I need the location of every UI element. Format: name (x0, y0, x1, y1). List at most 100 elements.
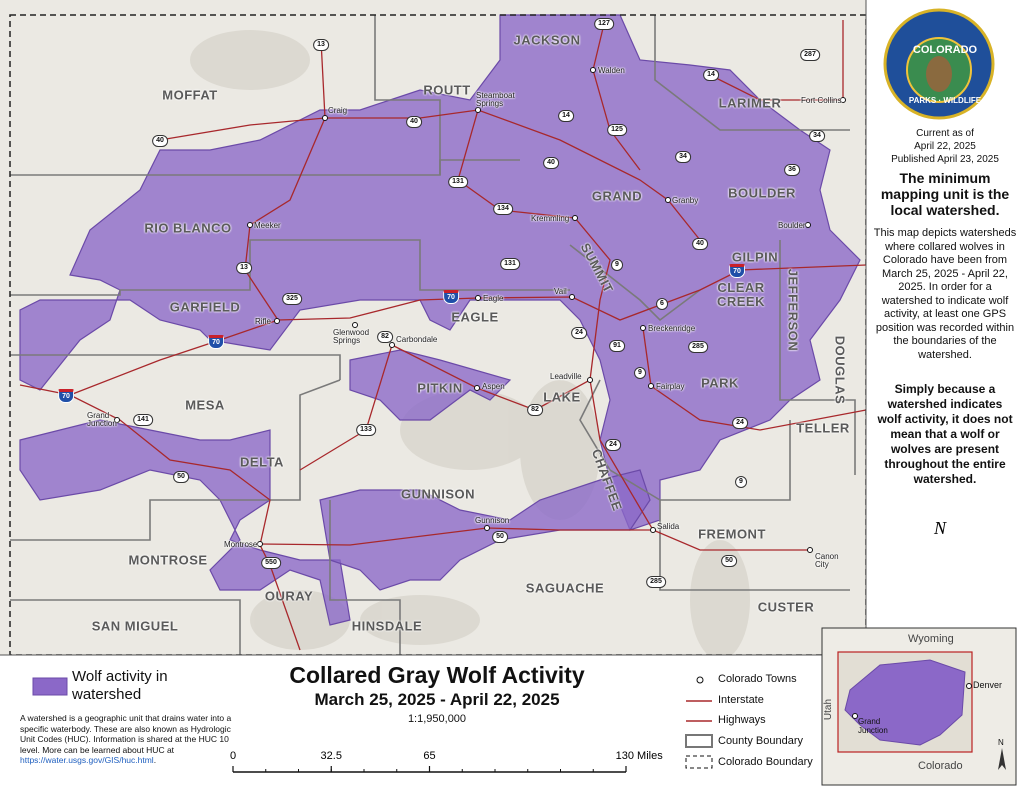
highway-shield: 13 (313, 39, 329, 51)
county-label: MONTROSE (128, 552, 208, 568)
town-dot (650, 527, 656, 533)
highway-shield: 34 (809, 130, 825, 142)
county-label: PARK (701, 375, 739, 391)
inset-wyoming: Wyoming (908, 633, 954, 645)
highway-shield: 287 (800, 49, 820, 61)
town-label: Fairplay (656, 382, 685, 391)
county-label: DELTA (240, 454, 284, 470)
highway-shield: 24 (732, 417, 748, 429)
interstate-shield: 70 (58, 389, 74, 403)
town-label: Leadville (550, 372, 582, 381)
highway-shield: 134 (493, 203, 513, 215)
highway-shield: 40 (152, 135, 168, 147)
compass-n: N (934, 518, 947, 538)
highway-shield: 24 (605, 439, 621, 451)
scale-tick-label: 130 Miles (615, 750, 663, 762)
county-label: GARFIELD (169, 299, 241, 315)
interstate-shield: 70 (208, 335, 224, 349)
town-dot (665, 197, 671, 203)
logo-bottom-text: WILDLIFE (943, 96, 982, 105)
town-label: Meeker (254, 221, 281, 230)
highway-shield: 82 (377, 331, 393, 343)
scale-tick-label: 0 (229, 750, 237, 762)
highway-shield: 550 (261, 557, 281, 569)
highway-shield: 9 (611, 259, 623, 271)
county-label: GRAND (591, 188, 643, 204)
logo (883, 8, 995, 120)
town-label: Fort Collins (801, 96, 842, 105)
highway-shield: 14 (558, 110, 574, 122)
highway-shield: 125 (607, 124, 627, 136)
link-end: . (153, 755, 157, 765)
scale: 1:1,950,000 (407, 713, 467, 725)
county-label: MESA (185, 397, 225, 413)
scale-bar (232, 766, 627, 773)
interstate-shield: 70 (729, 264, 745, 278)
town-dots (114, 67, 846, 553)
county-label: OURAY (264, 588, 314, 604)
town-dot (474, 385, 480, 391)
town-label: Carbondale (396, 335, 438, 344)
town-dot (640, 325, 646, 331)
highway-shield: 9 (735, 476, 747, 488)
legend-label: Wolf activity in watershed (72, 668, 168, 703)
highway-shield: 91 (609, 340, 625, 352)
town-label: Granby (672, 196, 699, 205)
key-towns: Colorado Towns (718, 673, 797, 685)
town-label: Aspen (482, 382, 505, 391)
highway-shield: 14 (703, 69, 719, 81)
town-label: Salida (657, 522, 680, 531)
highway-shield: 40 (543, 157, 559, 169)
county-label: FREMONT (698, 526, 766, 542)
logo-top: COLORADO (912, 44, 978, 56)
highway-shield: 141 (133, 414, 153, 426)
huc-link[interactable]: https://water.usgs.gov/GIS/huc.html (20, 755, 154, 765)
inset-grand-junction: Grand Junction (858, 717, 888, 735)
key-state: Colorado Boundary (718, 756, 813, 768)
town-label: Craig (328, 106, 348, 115)
highway-shield: 127 (594, 18, 614, 30)
highway-shield: 6 (656, 298, 668, 310)
subtitle: March 25, 2025 - April 22, 2025 (314, 690, 560, 709)
legend-text: A watershed is a geographic unit that dr… (20, 713, 232, 755)
county-label: CLEAR CREEK (716, 280, 765, 309)
logo-bottom: PARKS · WILDLIFE (908, 96, 982, 105)
highway-shield: 50 (721, 555, 737, 567)
county-label: RIO BLANCO (144, 220, 232, 236)
town-label: Breckenridge (648, 324, 696, 333)
town-label: Montrose (224, 540, 258, 549)
town-label: Eagle (483, 294, 504, 303)
county-label: JEFFERSON (785, 268, 801, 352)
highway-shield: 24 (571, 327, 587, 339)
highway-shield: 285 (646, 576, 666, 588)
scale-tick-label: 32.5 (320, 750, 342, 762)
key-highways: Highways (718, 714, 766, 726)
town-dot (352, 322, 358, 328)
note: Simply because a watershed indicates wol… (877, 382, 1013, 486)
inset-utah: Utah (823, 698, 835, 721)
town-label: Gunnison (475, 516, 510, 525)
key-interstate: Interstate (718, 694, 764, 706)
town-dot (572, 215, 578, 221)
highway-shield: 285 (688, 341, 708, 353)
key-county: County Boundary (718, 735, 803, 747)
town-label: Boulder (778, 221, 806, 230)
town-label: Grand Junction (87, 411, 117, 428)
county-label: TELLER (796, 420, 850, 436)
town-dot (840, 97, 846, 103)
county-label: DOUGLAS (832, 335, 848, 405)
highway-shield: 131 (448, 176, 468, 188)
town-label: Glenwood Springs (333, 328, 370, 345)
county-label: PITKIN (417, 380, 463, 396)
current-date: April 22, 2025 (914, 141, 976, 152)
county-label: MOFFAT (162, 87, 218, 103)
town-dot (257, 541, 263, 547)
county-label: ROUTT (423, 82, 471, 98)
town-label: Canon City (815, 552, 839, 569)
highway-shield: 40 (692, 238, 708, 250)
town-dot (569, 294, 575, 300)
town-label: Walden (598, 66, 625, 75)
scale-tick-label: 65 (423, 750, 436, 762)
county-boundaries (10, 15, 856, 655)
